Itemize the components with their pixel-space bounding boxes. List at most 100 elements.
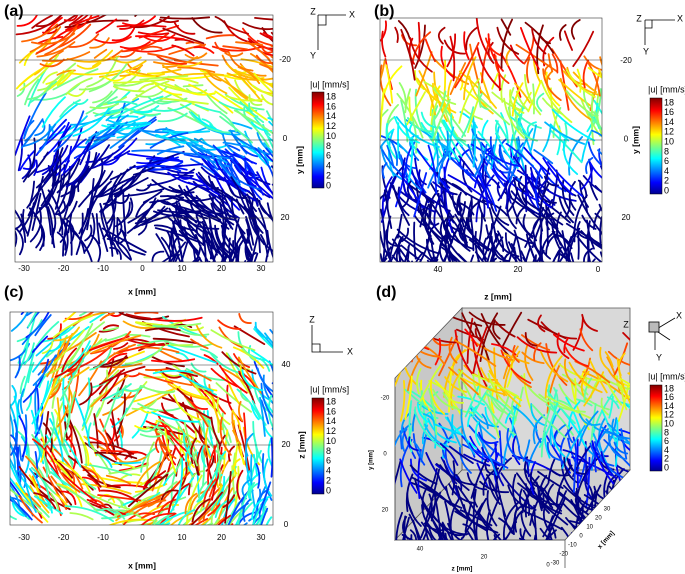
track: [414, 70, 425, 90]
track: [537, 32, 551, 45]
track: [41, 188, 52, 236]
track: [531, 28, 547, 55]
track: [574, 377, 577, 402]
track: [511, 82, 524, 117]
track: [152, 316, 203, 322]
track: [231, 239, 245, 262]
track: [600, 451, 617, 480]
track: [381, 162, 388, 179]
track: [401, 157, 408, 196]
track: [442, 392, 474, 414]
track: [158, 418, 181, 432]
track: [257, 147, 270, 164]
y-tick-label: 0: [284, 520, 289, 529]
track: [462, 523, 476, 536]
y-tick-label: 20: [382, 508, 389, 514]
track: [19, 149, 36, 171]
track: [185, 474, 203, 525]
track: [426, 259, 431, 262]
track: [513, 229, 523, 262]
track: [119, 19, 145, 30]
track: [580, 166, 594, 191]
track: [119, 50, 136, 58]
colorbar-tick-label: 18: [664, 97, 674, 107]
track: [226, 72, 273, 81]
track: [28, 180, 35, 207]
track: [520, 250, 528, 262]
colorbars: [311, 91, 663, 495]
track: [231, 133, 270, 156]
track: [258, 481, 272, 514]
track: [450, 371, 462, 410]
track: [397, 20, 411, 40]
track: [421, 424, 429, 445]
track: [195, 173, 220, 196]
track: [424, 38, 436, 63]
colorbar-tick-label: 8: [326, 141, 331, 151]
track: [33, 159, 38, 176]
track: [100, 449, 139, 453]
track: [134, 312, 159, 315]
track: [111, 388, 125, 400]
track: [536, 92, 545, 112]
track: [196, 257, 201, 262]
track: [216, 485, 223, 503]
y-tick-label: 0: [383, 452, 387, 458]
track: [254, 510, 265, 525]
track: [600, 397, 609, 416]
track: [430, 468, 438, 490]
track: [242, 27, 273, 52]
track: [152, 322, 202, 328]
track: [437, 475, 448, 492]
track: [66, 15, 93, 32]
track: [194, 244, 202, 262]
track: [180, 152, 223, 162]
track: [235, 243, 238, 262]
x-tick-label: 30: [257, 264, 266, 273]
track: [447, 500, 487, 532]
track: [622, 401, 630, 430]
track: [92, 338, 107, 348]
colorbar-tick-label: 10: [664, 418, 674, 428]
track: [56, 459, 91, 493]
track: [151, 452, 167, 492]
track: [474, 251, 485, 262]
track: [505, 48, 512, 66]
track: [511, 394, 518, 416]
track: [465, 227, 496, 254]
track: [492, 319, 501, 340]
track: [409, 37, 433, 73]
y-tick-label: 20: [282, 440, 291, 449]
particle-tracks: [15, 15, 273, 262]
track: [558, 196, 574, 224]
track: [96, 87, 119, 108]
track: [235, 198, 245, 215]
track: [266, 229, 273, 259]
track: [413, 172, 428, 218]
track: [616, 358, 630, 409]
track: [398, 151, 422, 192]
track: [23, 342, 35, 366]
y-tick-label: 40: [282, 360, 291, 369]
track: [94, 451, 138, 460]
track: [210, 367, 239, 388]
track: [246, 164, 265, 196]
track: [165, 367, 198, 377]
track: [230, 176, 245, 198]
track: [185, 444, 195, 477]
track: [488, 479, 501, 505]
track: [409, 464, 438, 485]
track: [158, 513, 175, 525]
track: [111, 168, 144, 196]
track: [53, 326, 80, 342]
track: [58, 23, 92, 48]
track: [253, 252, 259, 262]
track: [487, 406, 517, 436]
track: [552, 246, 562, 262]
track: [532, 414, 545, 445]
track: [270, 437, 273, 478]
track: [593, 485, 604, 500]
track: [434, 338, 442, 366]
track: [166, 457, 183, 479]
track: [525, 233, 538, 262]
